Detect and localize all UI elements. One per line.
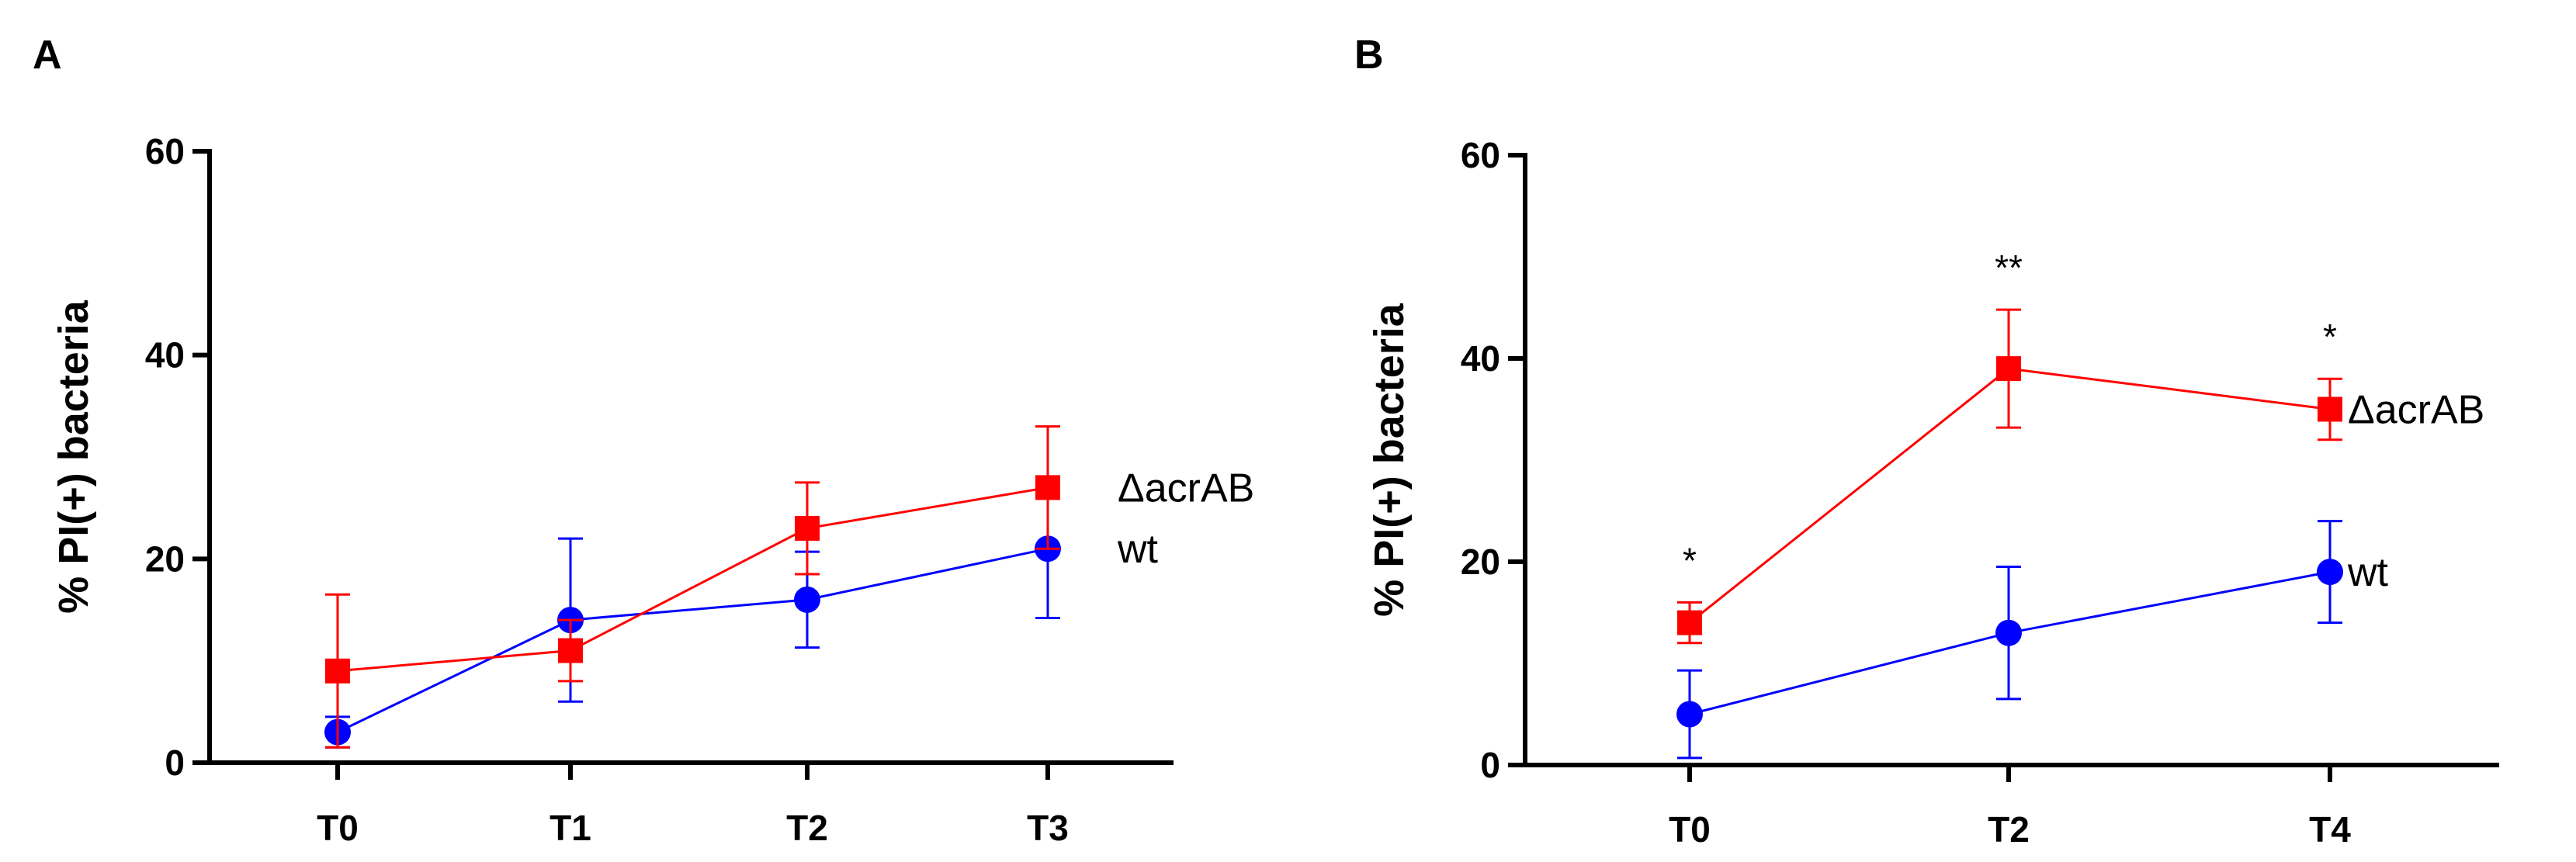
panel-label: B <box>1354 33 1384 78</box>
series-line <box>337 486 1049 673</box>
y-axis-title: % PI(+) bacteria <box>50 299 97 614</box>
significance-marker: ** <box>1995 248 2023 288</box>
data-point-circle <box>794 586 820 613</box>
series-mutant <box>1677 308 2342 645</box>
y-tick-label: 40 <box>1461 338 1500 379</box>
y-tick-label: 20 <box>145 538 185 579</box>
series-mutant <box>325 425 1060 749</box>
x-tick-label: T4 <box>2309 809 2351 850</box>
legend-label-mutant: ΔacrAB <box>1118 466 1254 511</box>
x-tick-label: T2 <box>786 808 828 848</box>
x-tick-label: T0 <box>317 808 359 848</box>
legend-label-wild-type: wt <box>1117 527 1159 572</box>
significance-marker: * <box>1683 540 1697 580</box>
y-tick-label: 60 <box>145 131 185 171</box>
y-axis-title: % PI(+) bacteria <box>1366 303 1413 617</box>
series-line <box>337 547 1049 733</box>
y-tick-label: 20 <box>1461 542 1500 582</box>
legend-label-wild-type: wt <box>2347 550 2389 595</box>
x-tick-label: T0 <box>1669 809 1711 850</box>
y-tick-label: 0 <box>1480 745 1500 785</box>
data-point-square <box>2318 396 2342 422</box>
y-tick-label: 40 <box>145 335 185 376</box>
panel-a-chart: A 0 20 40 60 T0 T1 T2 T3 % PI(+) bacteria wt ΔacrAB <box>33 33 1254 848</box>
x-tick-label: T2 <box>1988 809 2030 850</box>
legend-label-mutant: ΔacrAB <box>2348 388 2484 433</box>
data-point-square <box>1996 356 2021 382</box>
data-point-circle <box>2317 559 2343 586</box>
series-wild-type <box>324 478 1061 749</box>
data-point-circle <box>1676 701 1703 728</box>
significance-marker: * <box>2323 317 2337 357</box>
data-point-square <box>558 638 583 663</box>
data-point-circle <box>1995 619 2022 646</box>
y-tick-label: 60 <box>1461 135 1500 175</box>
y-tick-label: 0 <box>165 743 185 783</box>
data-point-square <box>325 658 350 684</box>
panel-label: A <box>33 33 62 78</box>
data-point-square <box>1035 475 1060 500</box>
x-tick-label: T3 <box>1027 808 1069 848</box>
data-point-square <box>1677 610 1702 635</box>
x-tick-label: T1 <box>550 808 591 848</box>
series-wild-type <box>1676 520 2343 760</box>
data-point-square <box>795 515 820 541</box>
